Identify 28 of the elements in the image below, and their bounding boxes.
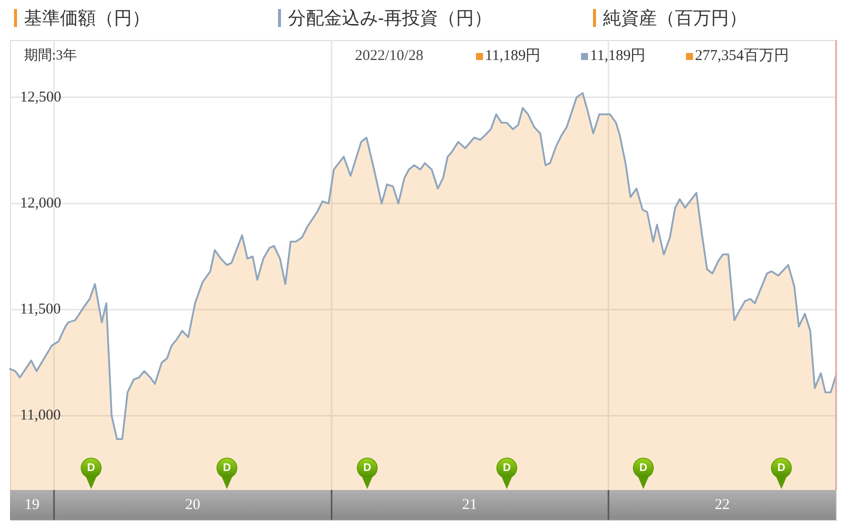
- legend-label: 分配金込み-再投資（円）: [288, 8, 492, 28]
- legend-label: 純資産（百万円）: [603, 8, 747, 28]
- text: 期間:3年: [24, 48, 77, 64]
- x-tick-label: 20: [185, 497, 200, 513]
- annotation: 277,354百万円: [695, 48, 789, 64]
- y-tick-label: 11,000: [20, 408, 61, 424]
- annotation: D: [222, 462, 231, 474]
- y-tick-label: 12,500: [20, 89, 62, 106]
- annotation-pin: D: [216, 458, 238, 489]
- x-tick-label: 22: [714, 497, 730, 513]
- annotation: 2022/10/28: [355, 48, 424, 64]
- annotation: D: [502, 462, 511, 474]
- annotation: D: [363, 462, 372, 474]
- annotation: 11,189円: [590, 48, 646, 64]
- annotation-pin: D: [356, 458, 378, 489]
- y-tick-label: 11,500: [20, 302, 61, 318]
- annotation-pin: D: [496, 458, 518, 489]
- legend-label: 基準価額（円）: [24, 8, 150, 28]
- annotation-pin: D: [80, 458, 102, 489]
- x-tick-label: 19: [24, 497, 40, 513]
- annotation: D: [777, 462, 786, 474]
- y-tick-label: 12,000: [20, 195, 62, 212]
- annotation-pin: D: [771, 458, 792, 489]
- annotation: D: [639, 462, 648, 474]
- x-tick-label: 21: [462, 497, 478, 513]
- annotation: D: [87, 462, 96, 474]
- annotation: 11,189円: [485, 48, 541, 64]
- annotation-pin: D: [632, 458, 654, 489]
